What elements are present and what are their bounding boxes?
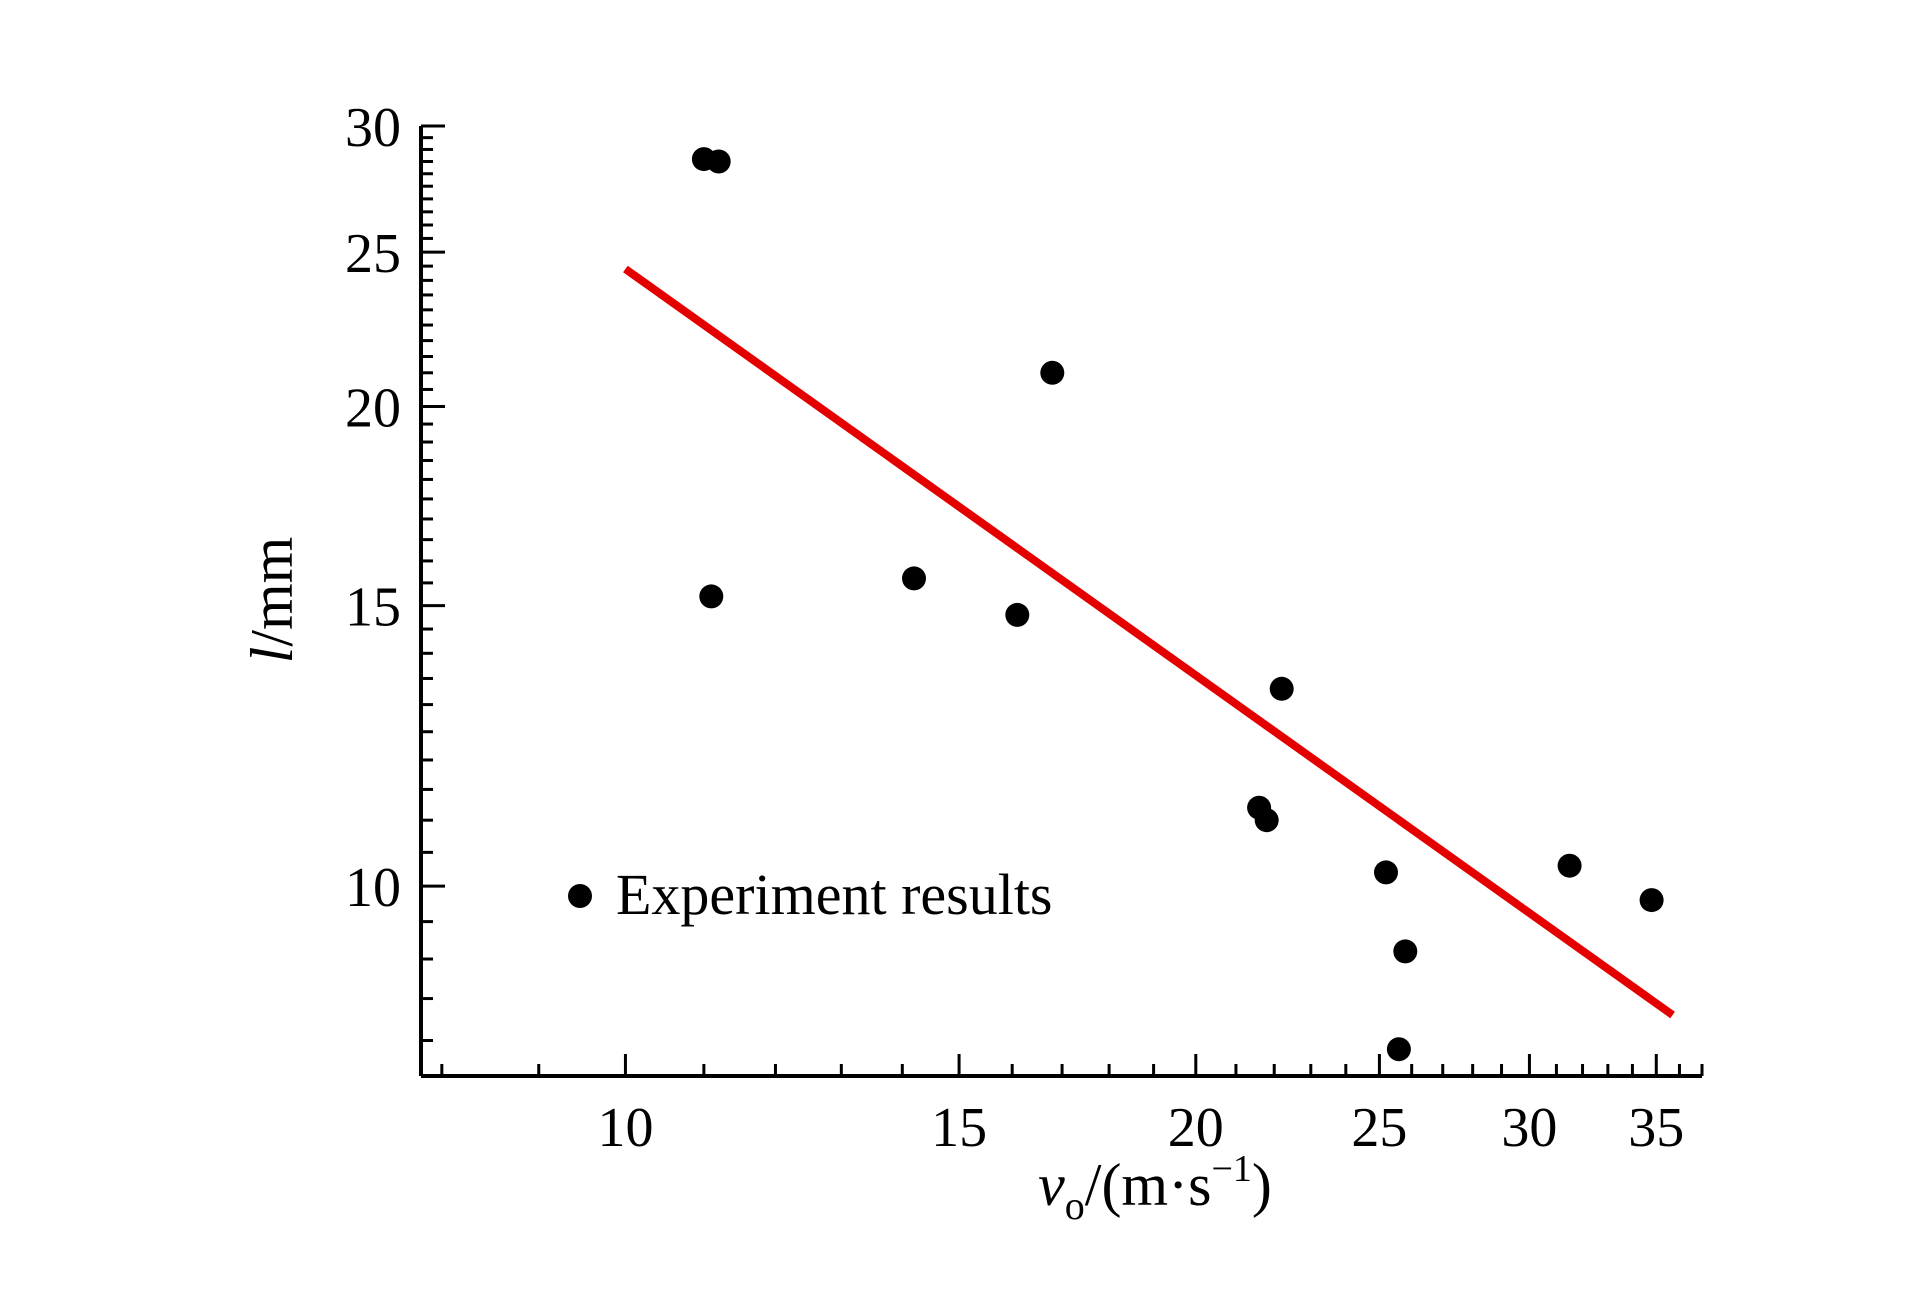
x-tick-label: 25 <box>1351 1097 1407 1159</box>
y-tick-label: 30 <box>345 97 401 159</box>
y-axis-label: l/mm <box>239 537 305 664</box>
data-point <box>699 584 724 609</box>
fit-line <box>623 265 1675 1019</box>
data-point <box>1040 360 1065 385</box>
x-axis-label-sub: o <box>1065 1183 1085 1228</box>
y-tick-label: 25 <box>345 223 401 285</box>
points-layer <box>691 147 1664 1062</box>
data-point <box>1639 888 1664 913</box>
x-tick-label: 10 <box>597 1097 653 1159</box>
x-axis-label-main: v <box>1038 1152 1065 1218</box>
data-point <box>1374 860 1398 885</box>
x-axis-label-rest: /(m·s <box>1085 1152 1212 1218</box>
x-tick-label: 35 <box>1628 1097 1684 1159</box>
data-point <box>706 149 731 174</box>
y-axis-label-italic: l <box>239 647 305 664</box>
y-tick-label: 15 <box>345 577 401 639</box>
x-axis-label: vo/(m·s−1) <box>1038 1148 1272 1228</box>
data-point <box>902 566 926 591</box>
fit-line-layer <box>623 265 1675 1019</box>
data-point <box>1557 853 1582 878</box>
x-axis-label-sup: −1 <box>1211 1148 1251 1190</box>
legend-label: Experiment results <box>616 862 1053 927</box>
data-point <box>1254 808 1279 833</box>
data-point <box>1005 602 1030 627</box>
y-axis-label-rest: /mm <box>239 537 305 647</box>
ticks-layer: 10 15 20 25 30 35 10 15 20 25 30 <box>345 97 1704 1159</box>
x-tick-label: 30 <box>1501 1097 1557 1159</box>
legend: Experiment results <box>568 862 1053 927</box>
y-tick-label: 20 <box>345 378 401 440</box>
x-axis-label-close: ) <box>1252 1152 1272 1218</box>
y-tick-label: 10 <box>345 857 401 919</box>
data-point <box>1386 1037 1411 1062</box>
x-tick-label: 20 <box>1168 1097 1224 1159</box>
data-point <box>1269 676 1294 701</box>
x-tick-label: 15 <box>931 1097 987 1159</box>
data-point <box>1393 939 1418 964</box>
legend-marker <box>568 884 592 908</box>
